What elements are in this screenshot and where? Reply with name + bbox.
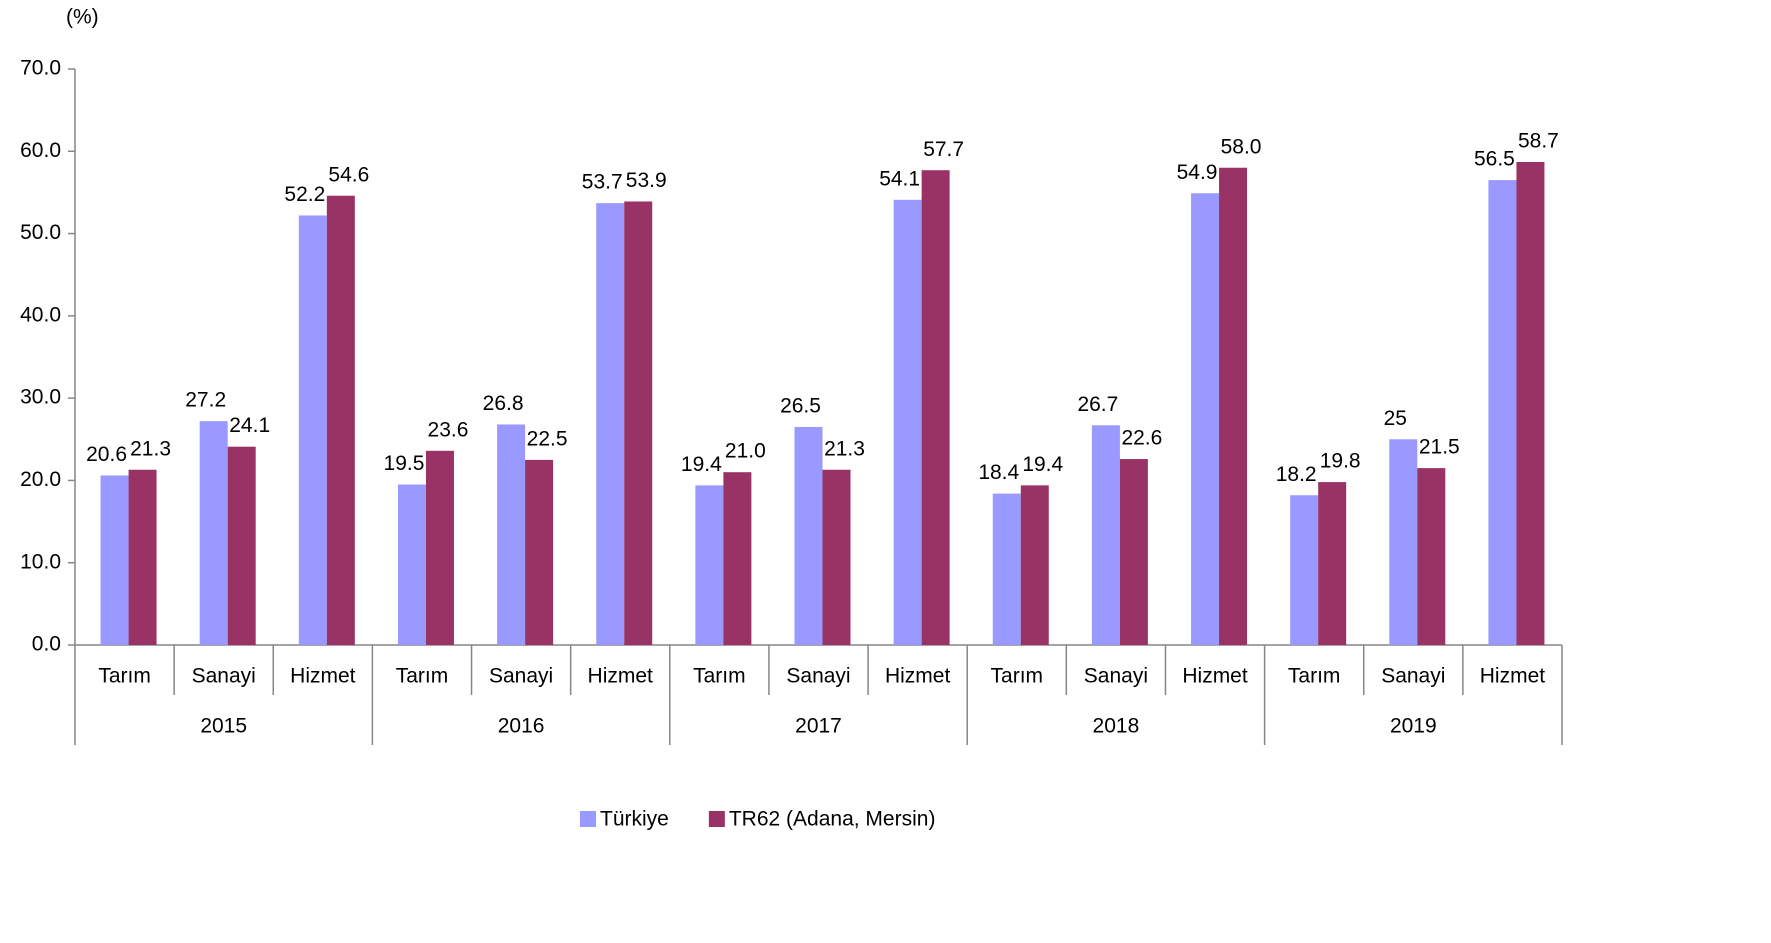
legend-swatch [708,811,725,827]
y-axis-label: (%) [66,6,99,29]
x-tick-label: Tarım [1288,665,1341,688]
group-label: 2015 [200,715,247,738]
data-label: 19.4 [1022,453,1063,476]
data-label: 23.6 [428,418,469,441]
data-label: 25 [1384,407,1407,430]
bar [596,203,625,645]
data-label: 18.2 [1276,463,1317,486]
data-label: 54.1 [879,167,920,190]
legend-label: TR62 (Adana, Mersin) [729,808,936,831]
x-tick-label: Hizmet [885,665,951,688]
x-tick-label: Sanayi [1084,665,1148,688]
bar [1091,425,1120,645]
data-label: 26.5 [780,394,821,417]
bar [893,199,922,645]
y-tick-label: 30.0 [20,386,61,409]
bar [992,493,1021,645]
bar [1488,180,1517,646]
data-label: 21.0 [725,440,766,463]
bar [497,424,526,645]
bar [100,475,129,645]
x-tick-label: Tarım [693,665,746,688]
y-tick-label: 10.0 [20,550,61,573]
data-label: 24.1 [229,414,270,437]
bar [326,195,355,645]
data-label: 52.2 [284,183,325,206]
bar [1417,468,1446,645]
bar [1389,439,1418,645]
bar [624,201,653,646]
data-label: 26.7 [1077,393,1118,416]
data-label: 19.5 [384,452,425,475]
bar [695,485,724,645]
data-label: 19.4 [681,453,722,476]
data-label: 18.4 [978,461,1019,484]
x-tick-label: Hizmet [588,665,654,688]
x-tick-label: Hizmet [1480,665,1546,688]
x-tick-label: Tarım [991,665,1044,688]
y-tick-label: 70.0 [20,57,61,80]
bar [128,469,157,645]
x-tick-label: Sanayi [192,665,256,688]
bar [794,426,823,645]
bar [1219,167,1248,645]
y-tick-label: 0.0 [32,633,61,656]
data-label: 22.5 [527,427,568,450]
bar [1119,459,1148,645]
bar [1191,193,1220,645]
data-label: 53.7 [582,171,623,194]
bar [397,484,426,645]
bar [227,446,256,645]
y-tick-label: 50.0 [20,221,61,244]
x-tick-label: Tarım [98,665,151,688]
bar [298,215,327,645]
bar [525,459,554,645]
group-label: 2017 [795,715,842,738]
data-label: 22.6 [1121,427,1162,450]
data-label: 20.6 [86,443,127,466]
data-label: 21.3 [130,437,171,460]
data-label: 21.5 [1419,436,1460,459]
x-tick-label: Sanayi [1381,665,1445,688]
x-tick-label: Sanayi [786,665,850,688]
data-label: 54.6 [328,163,369,186]
data-label: 26.8 [483,392,524,415]
data-label: 56.5 [1474,148,1515,171]
data-label: 58.7 [1518,130,1559,153]
bar [723,472,752,645]
group-label: 2016 [498,715,545,738]
group-label: 2018 [1093,715,1140,738]
bar [1516,161,1545,646]
x-tick-label: Hizmet [1182,665,1248,688]
x-tick-label: Hizmet [290,665,356,688]
data-label: 57.7 [923,138,964,161]
data-label: 54.9 [1177,161,1218,184]
legend-swatch [580,811,596,827]
data-label: 58.0 [1221,135,1262,158]
data-label: 27.2 [185,389,226,412]
legend-label: Türkiye [600,808,669,831]
data-label: 53.9 [626,169,667,192]
y-tick-label: 20.0 [20,468,61,491]
bar [425,450,454,645]
y-tick-label: 60.0 [20,139,61,162]
data-label: 21.3 [824,437,865,460]
bar [822,469,851,645]
data-label: 19.8 [1320,450,1361,473]
bar [1290,495,1319,645]
bar [199,421,228,645]
bar [1318,482,1347,645]
bar [1020,485,1049,645]
x-tick-label: Tarım [396,665,449,688]
x-tick-label: Sanayi [489,665,553,688]
group-label: 2019 [1390,715,1437,738]
bar [921,170,950,645]
y-tick-label: 40.0 [20,303,61,326]
